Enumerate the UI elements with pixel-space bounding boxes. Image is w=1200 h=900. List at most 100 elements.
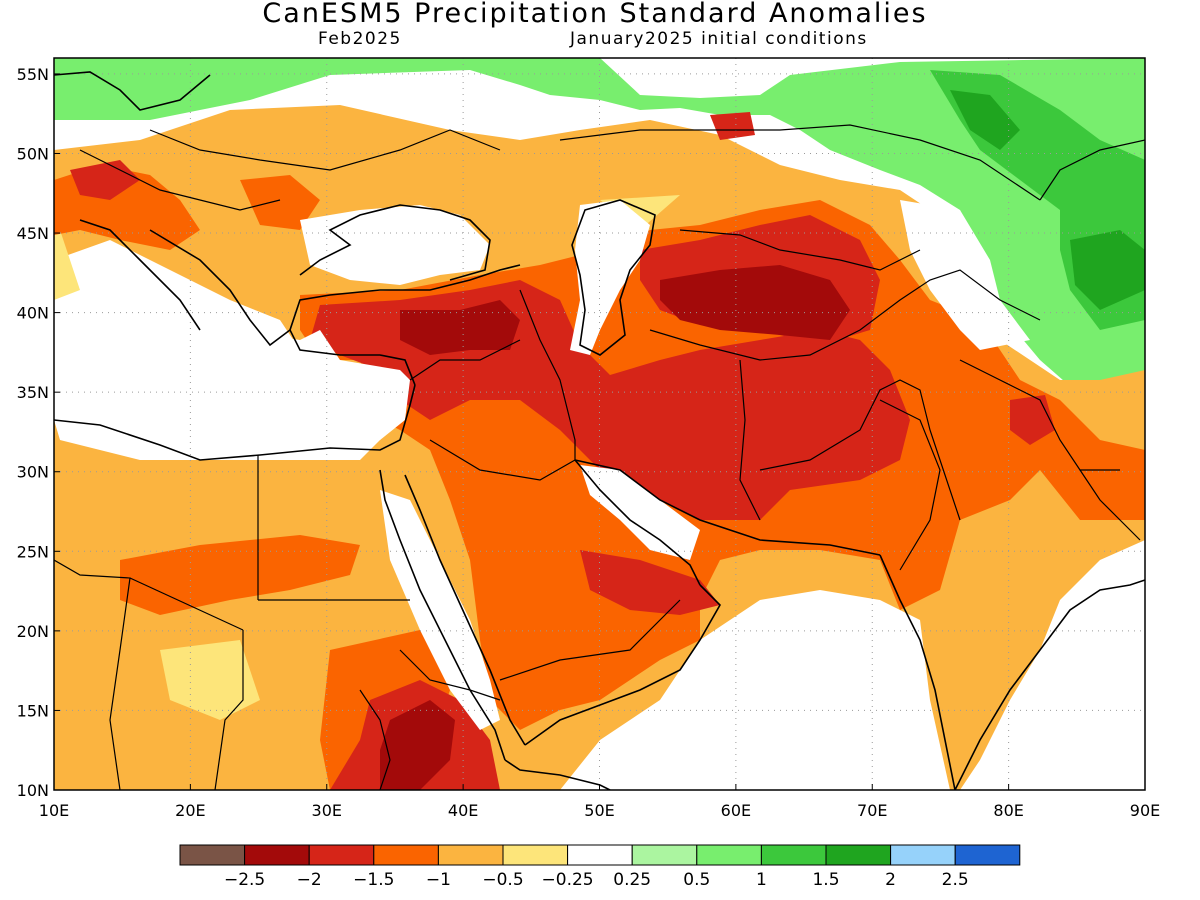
latitude-tick-label: 55N [17, 65, 49, 84]
coastline-red-sea-west [379, 469, 506, 761]
border-saudi-yemen [499, 599, 681, 681]
coastline-levant-turkey [289, 264, 521, 386]
longitude-tick-label: 70E [857, 801, 887, 820]
anomaly-fill-white-caspian [570, 200, 650, 355]
map-area [54, 58, 1145, 790]
anomaly-fill-darkred-central-asia [660, 265, 850, 340]
border-china-india [959, 359, 1120, 471]
border-iran-afghanistan [739, 359, 761, 521]
colorbar [179, 844, 1021, 866]
colorbar-label: 2 [885, 870, 896, 890]
colorbar-label: −1.5 [353, 870, 394, 890]
latitude-tick-label: 35N [17, 383, 49, 402]
colorbar-labels: −2.5 −2 −1.5 −1 −0.5 −0.25 0.25 0.5 1 1.5 2 2.5 [224, 870, 969, 890]
colorbar-swatch [696, 844, 762, 866]
longitude-tick-labels: 10E 20E 30E 40E 50E 60E 70E 80E 90E [39, 784, 1160, 820]
colorbar-swatch [760, 844, 827, 866]
longitude-tick-label: 30E [312, 801, 342, 820]
border-central-asia [649, 269, 1041, 361]
colorbar-swatch [437, 844, 504, 866]
anomaly-fill-darkred-ethiopia [380, 700, 455, 790]
colorbar-swatch [825, 844, 892, 866]
map-title: CanESM5 Precipitation Standard Anomalies [262, 0, 928, 29]
colorbar-label: 1.5 [812, 870, 839, 890]
border-iraq-iran [519, 289, 576, 460]
longitude-tick-label: 50E [584, 801, 614, 820]
border-mongolia [1039, 139, 1145, 201]
colorbar-label: 0.25 [613, 870, 651, 890]
latitude-tick-label: 15N [17, 701, 49, 720]
map-borders [54, 124, 1145, 790]
anomaly-fill-red-arabia [580, 550, 720, 615]
colorbar-swatch [954, 844, 1021, 866]
latitude-tick-label: 20N [17, 622, 49, 641]
border-pakistan-india [879, 399, 941, 571]
coastline-europe-north [54, 71, 211, 111]
colorbar-label: 1 [756, 870, 767, 890]
coastline-black-sea [299, 204, 491, 281]
initial-conditions-label: January2025 initial conditions [570, 29, 868, 49]
longitude-tick-label: 60E [721, 801, 751, 820]
colorbar-label: −2 [297, 870, 322, 890]
anomaly-fill-white-black-sea [300, 205, 490, 285]
anomaly-fill-white-arabian-sea [560, 590, 950, 790]
anomaly-fill-white-china [900, 200, 1030, 350]
border-eritrea-ethiopia [399, 649, 501, 701]
coastline-mediterranean-south [54, 384, 416, 461]
coastline-red-sea-east [404, 474, 526, 746]
latitude-tick-labels: 10N 15N 20N 25N 30N 35N 40N 45N 50N 55N [17, 65, 60, 800]
latitude-tick-label: 10N [17, 781, 49, 800]
coastline-persian-gulf [574, 459, 881, 586]
colorbar-swatch [179, 844, 246, 866]
latitude-tick-label: 25N [17, 542, 49, 561]
coastline-caspian [571, 199, 656, 356]
latitude-tick-label: 40N [17, 304, 49, 323]
colorbar-swatch [244, 844, 310, 866]
colorbar-swatch [373, 844, 439, 866]
border-europe-central [79, 149, 281, 211]
border-niger [54, 559, 131, 790]
colorbar-label: −1 [426, 870, 451, 890]
longitude-tick-label: 10E [39, 801, 69, 820]
coastline-italy-balkans [79, 219, 291, 347]
coastline-india [879, 554, 1145, 790]
border-kazakhstan-north [559, 124, 1041, 201]
colorbar-swatch [502, 844, 569, 866]
anomaly-fill-white-red-sea [380, 490, 500, 730]
latitude-tick-label: 30N [17, 463, 49, 482]
border-afghanistan-pakistan [759, 379, 961, 521]
colorbar-label: 2.5 [942, 870, 969, 890]
coastline-horn-of-africa [504, 759, 611, 790]
latitude-tick-label: 45N [17, 224, 49, 243]
border-kazakhstan-south [679, 229, 921, 271]
longitude-tick-label: 80E [993, 801, 1023, 820]
border-libya-chad [129, 577, 244, 631]
coastline-arabia-south [524, 584, 721, 746]
anomaly-fill-darkred-anatolia [400, 300, 520, 355]
anomaly-fill-white-persian-gulf [580, 465, 700, 560]
colorbar-swatch [567, 844, 633, 866]
colorbar-label: −0.25 [542, 870, 594, 890]
anomaly-fill-white-mediterranean [54, 320, 410, 445]
colorbar-swatch [308, 844, 375, 866]
border-india-east [1079, 469, 1141, 541]
longitude-tick-label: 90E [1130, 801, 1160, 820]
latitude-tick-label: 50N [17, 144, 49, 163]
colorbar-label: 0.5 [683, 870, 710, 890]
border-europe-east [149, 129, 501, 171]
border-chad-sudan [214, 630, 244, 790]
longitude-tick-label: 20E [175, 801, 205, 820]
map-coastlines [54, 71, 1145, 790]
colorbar-swatch [631, 844, 698, 866]
border-saudi-iraq [429, 439, 576, 481]
longitude-tick-label: 40E [448, 801, 478, 820]
map-graticule [54, 58, 1145, 790]
border-turkey-syria [409, 339, 521, 381]
colorbar-label: −2.5 [224, 870, 265, 890]
valid-month-label: Feb2025 [318, 29, 402, 49]
anomaly-fill-green-darkest [950, 90, 1145, 310]
colorbar-label: −0.5 [482, 870, 523, 890]
border-sudan-ethiopia [359, 689, 391, 790]
colorbar-swatch [890, 844, 956, 866]
